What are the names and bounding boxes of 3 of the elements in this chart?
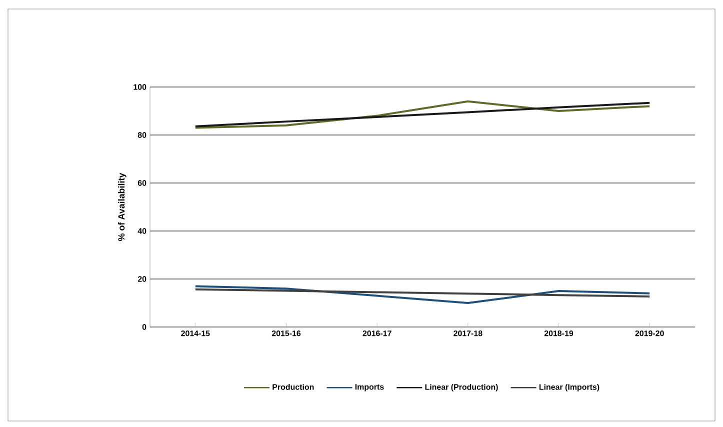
line-series	[194, 288, 651, 298]
y-axis-title: % of Availability	[118, 172, 126, 241]
line-series	[194, 285, 651, 304]
